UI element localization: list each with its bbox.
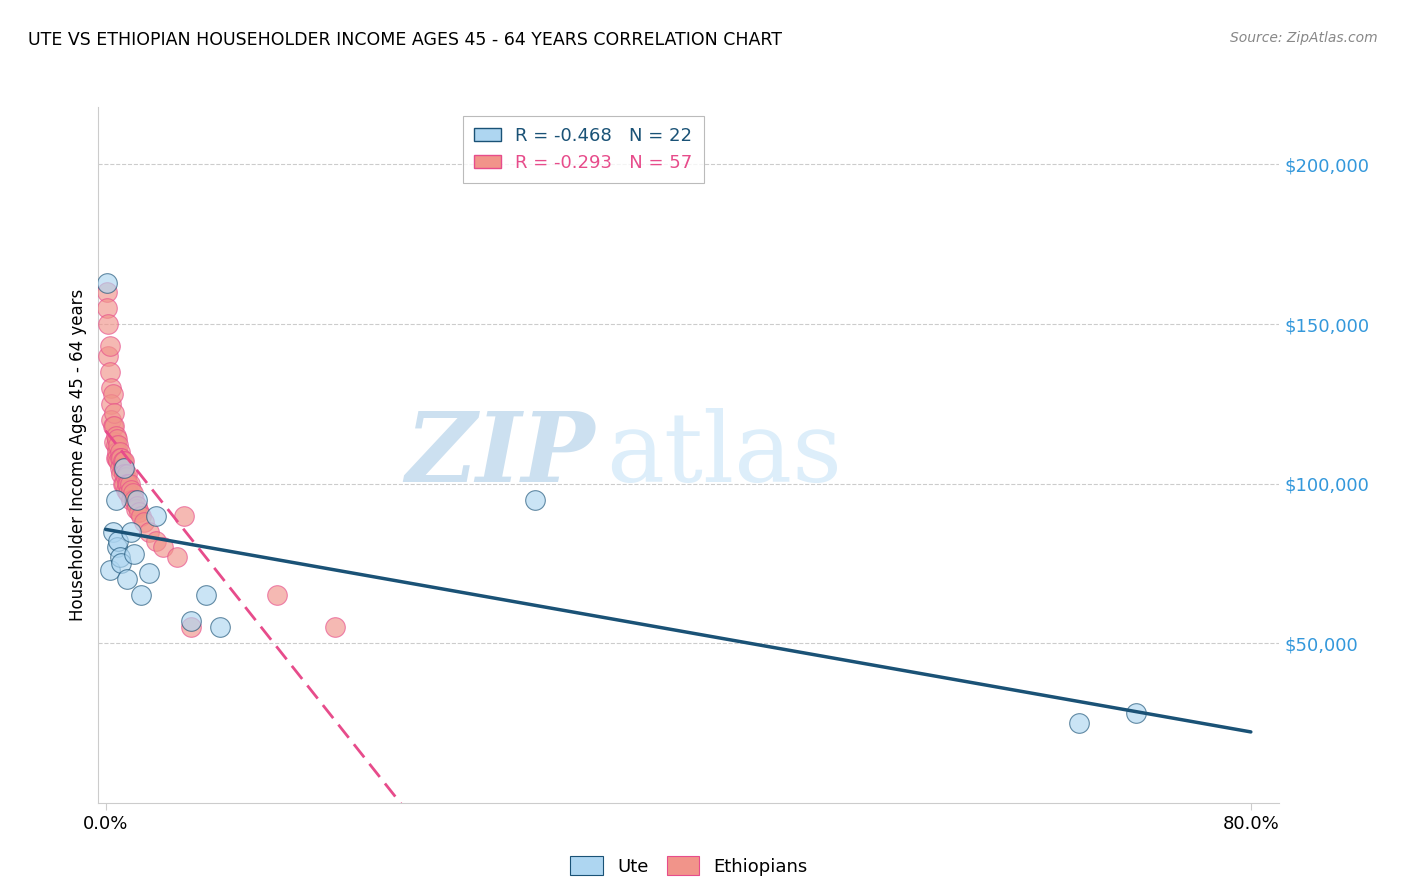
Point (100, 397, 122, 411)
Y-axis label: Householder Income Ages 45 - 64 years: Householder Income Ages 45 - 64 years (69, 289, 87, 621)
Point (108, 444, 131, 458)
Point (107, 454, 129, 468)
Point (209, 620, 232, 634)
Point (110, 557, 132, 571)
Point (173, 508, 195, 523)
Point (101, 524, 124, 539)
Point (138, 566, 160, 580)
Point (104, 438, 127, 452)
Point (104, 429, 127, 443)
Legend: Ute, Ethiopians: Ute, Ethiopians (562, 849, 815, 883)
Point (107, 438, 129, 452)
Point (111, 454, 134, 468)
Point (120, 492, 142, 507)
Point (108, 451, 131, 466)
Point (101, 419, 124, 434)
Point (180, 614, 202, 628)
Point (194, 588, 217, 602)
Point (110, 451, 132, 466)
Point (114, 470, 136, 484)
Legend: R = -0.468   N = 22, R = -0.293   N = 57: R = -0.468 N = 22, R = -0.293 N = 57 (463, 116, 703, 183)
Point (108, 460, 131, 475)
Point (131, 588, 153, 602)
Point (524, 492, 547, 507)
Point (120, 483, 142, 497)
Point (105, 432, 128, 446)
Point (152, 541, 174, 555)
Point (145, 508, 167, 523)
Point (110, 467, 132, 481)
Point (97, 317, 120, 331)
Text: atlas: atlas (606, 408, 842, 502)
Point (125, 499, 148, 513)
Point (103, 419, 125, 434)
Point (96, 276, 118, 290)
Point (107, 534, 129, 549)
Text: ZIP: ZIP (405, 408, 595, 502)
Point (101, 387, 124, 401)
Point (108, 549, 131, 564)
Point (134, 515, 156, 529)
Point (117, 486, 139, 500)
Point (117, 476, 139, 491)
Point (138, 524, 160, 539)
Point (118, 476, 141, 491)
Point (180, 620, 202, 634)
Point (97, 349, 120, 363)
Point (98, 339, 121, 353)
Point (104, 492, 127, 507)
Point (98, 563, 121, 577)
Point (125, 492, 148, 507)
Point (124, 502, 146, 516)
Point (323, 620, 346, 634)
Point (100, 413, 122, 427)
Text: UTE VS ETHIOPIAN HOUSEHOLDER INCOME AGES 45 - 64 YEARS CORRELATION CHART: UTE VS ETHIOPIAN HOUSEHOLDER INCOME AGES… (28, 31, 782, 49)
Point (266, 588, 288, 602)
Point (103, 435, 125, 450)
Point (122, 547, 145, 561)
Point (145, 534, 167, 549)
Point (112, 467, 135, 481)
Point (100, 381, 122, 395)
Point (111, 476, 134, 491)
Point (96, 285, 118, 300)
Point (98, 365, 121, 379)
Text: Source: ZipAtlas.com: Source: ZipAtlas.com (1230, 31, 1378, 45)
Point (111, 460, 134, 475)
Point (121, 486, 143, 500)
Point (1125, 706, 1147, 721)
Point (115, 573, 138, 587)
Point (105, 444, 128, 458)
Point (104, 451, 127, 466)
Point (114, 483, 136, 497)
Point (128, 505, 150, 519)
Point (112, 460, 135, 475)
Point (112, 476, 135, 491)
Point (105, 541, 128, 555)
Point (115, 476, 138, 491)
Point (96, 301, 118, 315)
Point (122, 492, 145, 507)
Point (131, 508, 153, 523)
Point (103, 406, 125, 420)
Point (166, 549, 188, 564)
Point (115, 467, 138, 481)
Point (120, 524, 142, 539)
Point (112, 454, 135, 468)
Point (105, 451, 128, 466)
Point (1067, 716, 1090, 731)
